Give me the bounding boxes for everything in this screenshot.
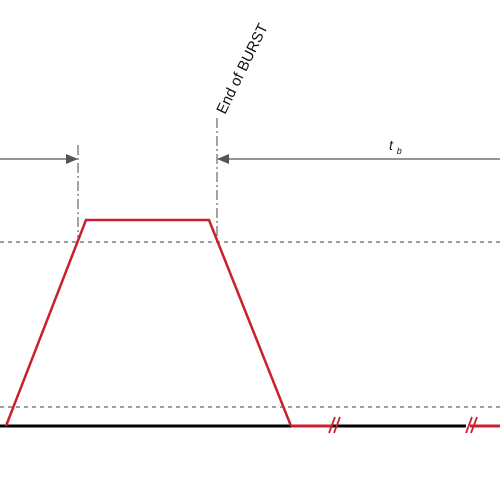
end-of-burst-label: End of BURST [213, 21, 271, 117]
tb-label-subscript: b [397, 146, 402, 156]
burst-pulse-waveform [4, 218, 293, 427]
break-mark-1 [328, 416, 341, 434]
break-mark-2 [465, 416, 478, 434]
tb-label: t b [389, 137, 402, 156]
tb-label-main: t [389, 137, 394, 153]
